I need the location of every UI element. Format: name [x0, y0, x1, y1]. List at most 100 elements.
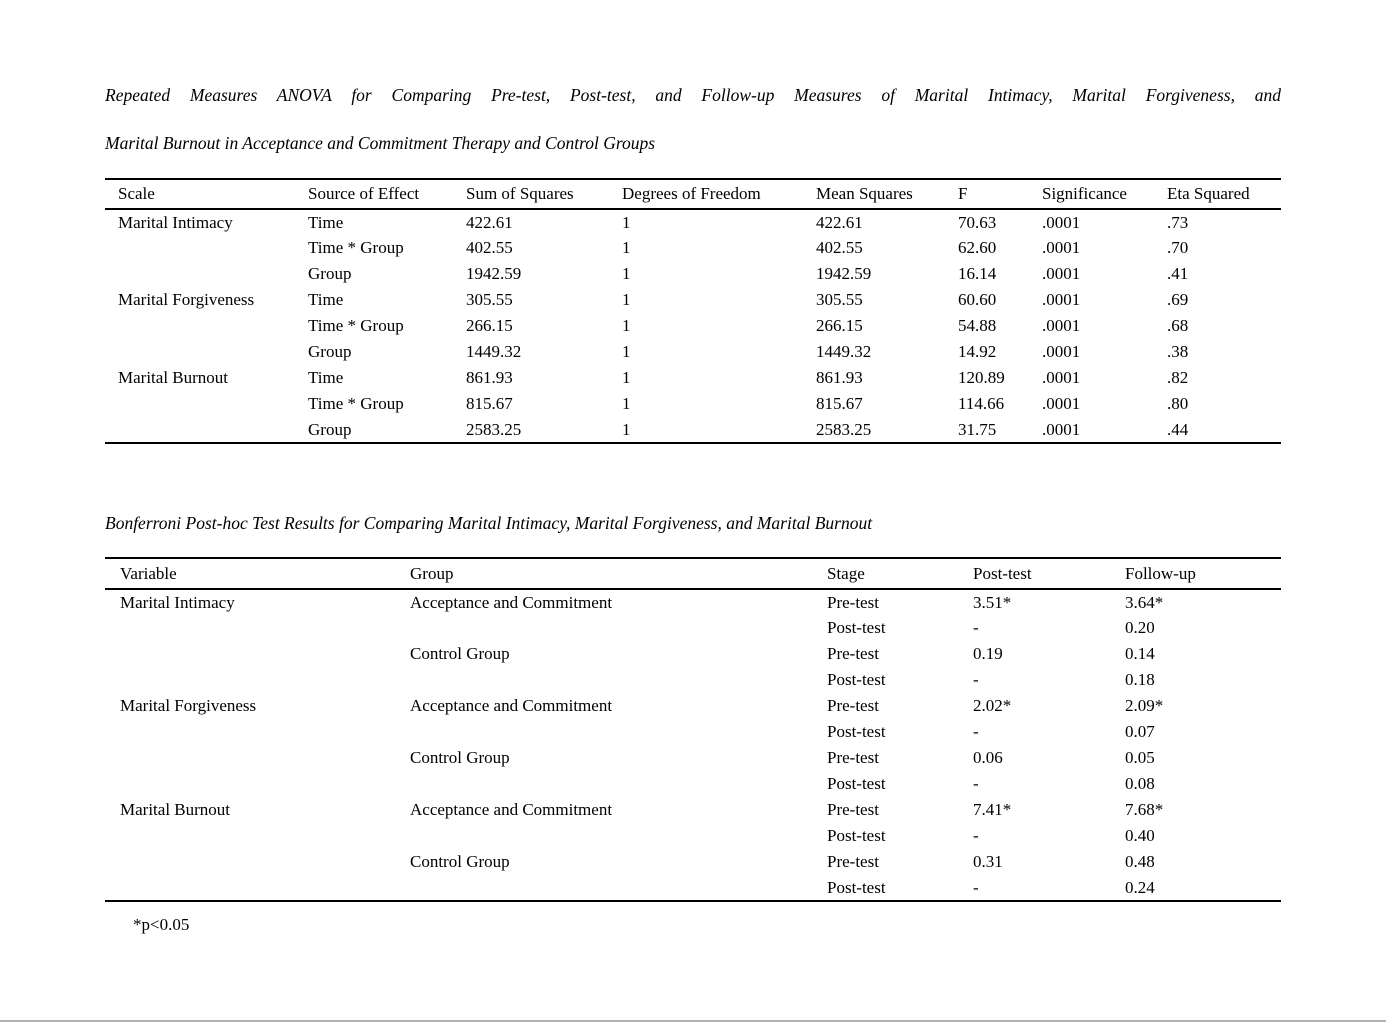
table-row: Marital Forgiveness Acceptance and Commit…: [105, 693, 1281, 719]
table-cell-df: 1: [622, 212, 631, 232]
table-cell-source: Time: [308, 368, 344, 387]
table-row: Time * Group 402.55 1 402.55 62.60 .0001 .70: [105, 235, 1281, 261]
table-cell-follow_up: 0.48: [1125, 852, 1155, 871]
table-cell-mean_squares: 266.15: [816, 316, 863, 335]
table-cell-group: Control Group: [410, 748, 510, 767]
column-header: Source of Effect: [295, 179, 453, 210]
table-row: Post-test - 0.18: [105, 667, 1281, 693]
anova-table-title: Repeated Measures ANOVA for Comparing Pr…: [105, 71, 1281, 167]
table-cell-source: Group: [308, 419, 352, 439]
anova-table-title-line2: Marital Burnout in Acceptance and Commit…: [105, 133, 656, 153]
table-cell-follow_up: 3.64*: [1125, 592, 1164, 612]
table-cell-significance: .0001: [1042, 212, 1081, 232]
table-row: Group 2583.25 1 2583.25 31.75 .0001 .44: [105, 417, 1281, 443]
table-cell-variable: Marital Burnout: [120, 800, 231, 819]
table-cell-variable: [105, 667, 395, 693]
table-cell-eta_squared: .44: [1167, 419, 1189, 439]
table-cell-scale: [105, 391, 295, 417]
table-cell-post_test: 3.51*: [973, 592, 1012, 612]
table-row: Marital Burnout Acceptance and Commitment…: [105, 797, 1281, 823]
table-cell-source: Time * Group: [308, 316, 404, 335]
table-cell-eta_squared: .80: [1167, 394, 1189, 413]
table-cell-significance: .0001: [1042, 394, 1081, 413]
table-cell-sum_of_squares: 861.93: [466, 368, 513, 387]
table-cell-follow_up: 0.14: [1125, 644, 1155, 663]
column-header: Sum of Squares: [453, 179, 609, 210]
table-cell-source: Time * Group: [308, 238, 404, 257]
table-cell-scale: [105, 339, 295, 365]
table-row: Marital Forgiveness Time 305.55 1 305.55 60.6…: [105, 287, 1281, 313]
table-cell-f: 54.88: [958, 316, 997, 335]
table-cell-mean_squares: 1942.59: [816, 264, 872, 283]
table-cell-eta_squared: .38: [1167, 342, 1189, 361]
table-row: Post-test - 0.20: [105, 615, 1281, 641]
table-cell-variable: [105, 641, 395, 667]
table-cell-f: 16.14: [958, 264, 997, 283]
table-row: Marital Intimacy Time 422.61 1 422.61 70.63 .0…: [105, 209, 1281, 235]
table-cell-scale: [105, 261, 295, 287]
table-cell-mean_squares: 422.61: [816, 212, 863, 232]
table-cell-source: Group: [308, 264, 352, 283]
table-cell-df: 1: [622, 368, 631, 387]
table-cell-scale: Marital Intimacy: [118, 212, 233, 232]
table-cell-stage: Post-test: [827, 618, 886, 637]
table-row: Marital Burnout Time 861.93 1 861.93 120.89 .0…: [105, 365, 1281, 391]
table-cell-source: Group: [308, 342, 352, 361]
table-row: Time * Group 266.15 1 266.15 54.88 .0001 .68: [105, 313, 1281, 339]
table-cell-df: 1: [622, 316, 631, 335]
column-header: Post-test: [958, 558, 1110, 590]
table-cell-df: 1: [622, 290, 631, 309]
table-cell-sum_of_squares: 2583.25: [466, 419, 522, 439]
table-cell-scale: Marital Burnout: [118, 368, 229, 387]
table-cell-group: Acceptance and Commitment: [410, 592, 613, 612]
table-cell-df: 1: [622, 394, 631, 413]
table-cell-sum_of_squares: 1449.32: [466, 342, 522, 361]
table-cell-variable: [105, 719, 395, 745]
table-cell-post_test: 2.02*: [973, 696, 1012, 715]
table-cell-source: Time: [308, 212, 344, 232]
column-header: Scale: [105, 179, 295, 210]
column-header: Eta Squared: [1154, 179, 1281, 210]
table-cell-significance: .0001: [1042, 238, 1081, 257]
table-cell-significance: .0001: [1042, 316, 1081, 335]
table-cell-df: 1: [622, 342, 631, 361]
table-cell-stage: Pre-test: [827, 696, 879, 715]
table-cell-stage: Post-test: [827, 877, 886, 897]
table-row: Group 1942.59 1 1942.59 16.14 .0001 .41: [105, 261, 1281, 287]
table-cell-variable: [105, 615, 395, 641]
posthoc-header-row: Variable Group Stage Post-test Follow-up: [105, 558, 1281, 590]
table-cell-sum_of_squares: 266.15: [466, 316, 513, 335]
table-cell-stage: Pre-test: [827, 800, 879, 819]
table-row: Time * Group 815.67 1 815.67 114.66 .0001 .80: [105, 391, 1281, 417]
table-cell-stage: Post-test: [827, 670, 886, 689]
table-cell-df: 1: [622, 264, 631, 283]
table-row: Post-test - 0.40: [105, 823, 1281, 849]
table-cell-follow_up: 0.08: [1125, 774, 1155, 793]
table-cell-follow_up: 0.18: [1125, 670, 1155, 689]
table-cell-significance: .0001: [1042, 264, 1081, 283]
table-cell-mean_squares: 402.55: [816, 238, 863, 257]
table-cell-sum_of_squares: 402.55: [466, 238, 513, 257]
table-cell-follow_up: 0.40: [1125, 826, 1155, 845]
table-cell-eta_squared: .68: [1167, 316, 1189, 335]
table-cell-eta_squared: .70: [1167, 238, 1189, 257]
posthoc-table-title: Bonferroni Post-hoc Test Results for Com…: [105, 499, 1281, 547]
table-row: Control Group Pre-test 0.06 0.05: [105, 745, 1281, 771]
table-cell-variable: [105, 823, 395, 849]
table-cell-post_test: 7.41*: [973, 800, 1012, 819]
table-cell-sum_of_squares: 1942.59: [466, 264, 522, 283]
table-row: Control Group Pre-test 0.19 0.14: [105, 641, 1281, 667]
table-cell-post_test: -: [973, 670, 979, 689]
table-cell-follow_up: 0.07: [1125, 722, 1155, 741]
table-cell-scale: [105, 235, 295, 261]
table-cell-eta_squared: .82: [1167, 368, 1189, 387]
table-cell-follow_up: 0.20: [1125, 618, 1155, 637]
column-header: Mean Squares: [803, 179, 945, 210]
table-cell-follow_up: 0.05: [1125, 748, 1155, 767]
table-cell-stage: Post-test: [827, 826, 886, 845]
table-cell-source: Time: [308, 290, 344, 309]
table-cell-group: [395, 823, 812, 849]
table-cell-df: 1: [622, 419, 631, 439]
table-cell-eta_squared: .69: [1167, 290, 1189, 309]
